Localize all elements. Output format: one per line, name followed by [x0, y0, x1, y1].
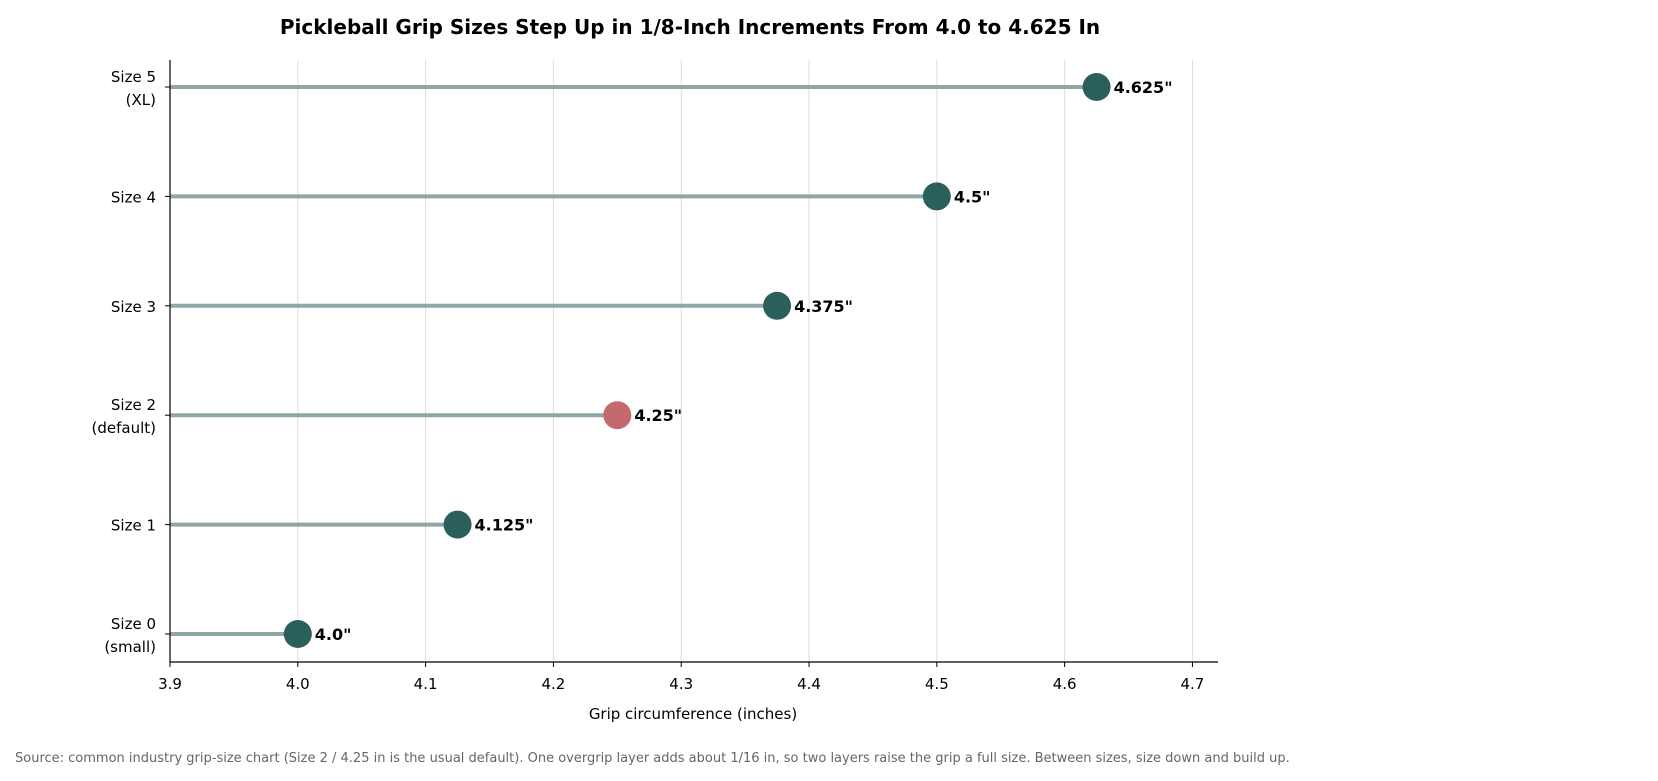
x-tick-label: 3.9 [158, 675, 182, 693]
y-tick-label-line: Size 0 [111, 615, 156, 633]
y-tick-label: Size 3 [111, 298, 156, 316]
data-label: 4.375" [794, 297, 853, 316]
data-point [1082, 73, 1111, 101]
y-tick-label: Size 0 (small) [104, 615, 156, 656]
y-tick-label-line: Size 2 [111, 396, 156, 414]
x-tick-label: 4.4 [797, 675, 821, 693]
data-label: 4.5" [954, 187, 991, 206]
y-tick-label-line: Size 4 [111, 188, 156, 206]
data-label: 4.125" [475, 516, 534, 535]
data-label: 4.625" [1114, 78, 1173, 97]
x-tick-label: 4.7 [1181, 675, 1205, 693]
data-point [443, 510, 472, 539]
data-labels: 4.0" 4.125" 4.25" 4.375" 4.5" 4.625" [315, 78, 1173, 644]
grid-lines [297, 60, 1193, 662]
data-label: 4.25" [634, 406, 682, 425]
y-tick-label-line: Size 3 [111, 298, 156, 316]
axes [169, 60, 1218, 663]
chart-title: Pickleball Grip Sizes Step Up in 1/8-Inc… [280, 15, 1100, 39]
data-point [283, 620, 312, 648]
x-tick-label: 4.0 [286, 675, 310, 693]
y-tick-label: Size 1 [111, 517, 156, 535]
y-tick-label-line: (XL) [126, 91, 156, 109]
y-ticks: Size 0 (small) Size 1 Size 2 (default) Size 3… [92, 68, 170, 656]
y-tick-label: Size 2 (default) [92, 396, 156, 437]
data-point [763, 291, 792, 320]
y-tick-label-line: Size 5 [111, 68, 156, 86]
data-point [922, 182, 951, 211]
x-tick-label: 4.3 [669, 675, 693, 693]
x-ticks: 3.9 4.0 4.1 4.2 4.3 4.4 4.5 4.6 4.7 [158, 662, 1204, 693]
y-tick-label-line: (default) [92, 419, 156, 437]
y-tick-label-line: Size 1 [111, 517, 156, 535]
x-tick-label: 4.1 [414, 675, 438, 693]
data-label: 4.0" [315, 625, 352, 644]
source-note: Source: common industry grip-size chart … [15, 751, 1290, 766]
x-tick-label: 4.5 [925, 675, 949, 693]
y-tick-label: Size 4 [111, 188, 156, 206]
x-axis-label: Grip circumference (inches) [589, 705, 797, 723]
highlight-point [603, 401, 632, 430]
x-tick-label: 4.2 [541, 675, 565, 693]
x-tick-label: 4.6 [1053, 675, 1077, 693]
points [283, 73, 1111, 648]
stems [170, 85, 1097, 636]
y-tick-label-line: (small) [104, 638, 156, 656]
y-tick-label: Size 5 (XL) [111, 68, 156, 109]
